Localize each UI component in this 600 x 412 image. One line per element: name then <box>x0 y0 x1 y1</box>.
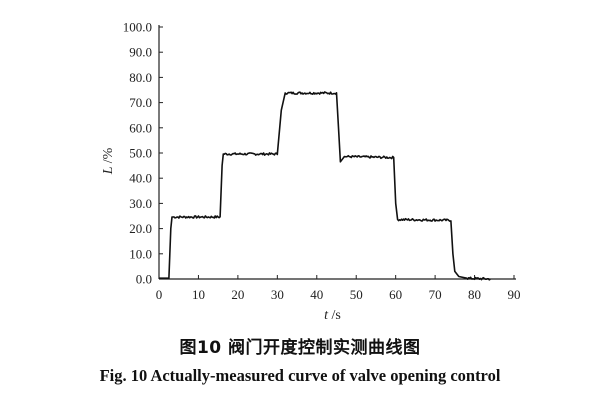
x-tick-label: 50 <box>350 287 363 302</box>
y-tick-label: 30.0 <box>129 196 152 211</box>
x-tick-label: 60 <box>389 287 402 302</box>
x-tick-label: 90 <box>508 287 521 302</box>
x-tick-label: 0 <box>156 287 163 302</box>
y-axis-label: L /% <box>101 147 116 175</box>
x-axis-label: t /s <box>324 308 341 323</box>
x-tick-label: 30 <box>271 287 284 302</box>
y-tick-label: 80.0 <box>129 70 152 85</box>
y-tick-label: 20.0 <box>129 221 152 236</box>
y-tick-label: 50.0 <box>129 146 152 161</box>
x-tick-label: 40 <box>310 287 323 302</box>
x-tick-label: 10 <box>192 287 205 302</box>
y-tick-label: 70.0 <box>129 95 152 110</box>
y-tick-label: 0.0 <box>136 272 152 287</box>
valve-opening-chart: 0.0 10.0 20.0 30.0 40.0 50.0 60.0 70.0 80.0 90.0 1… <box>101 20 521 324</box>
x-tick-label: 80 <box>468 287 481 302</box>
y-tick-label: 60.0 <box>129 120 152 135</box>
y-tick-label: 10.0 <box>129 246 152 261</box>
chart-axes <box>158 25 516 280</box>
y-tick-label: 100.0 <box>123 20 152 35</box>
chart-ticks: 0.0 10.0 20.0 30.0 40.0 50.0 60.0 70.0 80.0 90.0 1… <box>123 20 521 303</box>
figure-caption-english: Fig. 10 Actually-measured curve of valve… <box>99 366 501 385</box>
series-line-valve-opening <box>159 91 491 281</box>
x-tick-label: 20 <box>231 287 244 302</box>
x-tick-label: 70 <box>429 287 442 302</box>
figure-caption-chinese: 图10 阀门开度控制实测曲线图 <box>179 338 421 358</box>
y-tick-label: 90.0 <box>129 45 152 60</box>
y-tick-label: 40.0 <box>129 171 152 186</box>
